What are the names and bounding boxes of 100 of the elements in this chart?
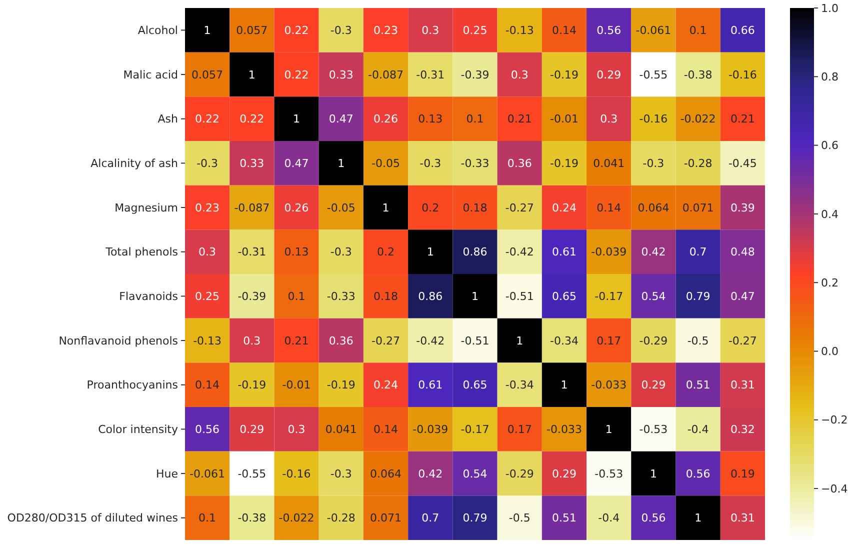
data-label: -0.17 bbox=[460, 423, 490, 436]
data-label: 1 bbox=[472, 290, 478, 304]
y-tick-label: Alcalinity of ash bbox=[90, 157, 178, 170]
data-label: 0.13 bbox=[418, 112, 443, 126]
data-label: -0.033 bbox=[546, 423, 582, 436]
data-label: -0.13 bbox=[193, 334, 222, 348]
data-label: 0.17 bbox=[507, 423, 532, 436]
data-label: -0.19 bbox=[550, 68, 578, 82]
y-tick-label: Malic acid bbox=[123, 68, 178, 82]
data-label: -0.087 bbox=[368, 68, 404, 82]
data-label: 0.24 bbox=[552, 201, 576, 214]
data-label: -0.05 bbox=[372, 157, 400, 170]
data-label: -0.3 bbox=[196, 157, 218, 170]
data-label: -0.39 bbox=[460, 68, 490, 82]
data-label: 0.86 bbox=[462, 246, 488, 259]
data-label: 0.25 bbox=[462, 24, 488, 38]
data-label: 0.17 bbox=[596, 334, 622, 348]
data-label: 0.13 bbox=[284, 246, 309, 259]
data-label: 0.22 bbox=[284, 68, 309, 82]
data-label: -0.061 bbox=[190, 467, 226, 480]
data-label: -0.51 bbox=[460, 334, 490, 348]
data-label: -0.16 bbox=[728, 68, 757, 82]
data-label: -0.022 bbox=[680, 112, 716, 126]
data-label: 0.47 bbox=[730, 290, 755, 304]
data-label: -0.17 bbox=[594, 290, 624, 304]
color-bar-label: 0.6 bbox=[821, 139, 838, 152]
data-label: 0.56 bbox=[596, 24, 622, 38]
data-label: -0.27 bbox=[505, 201, 534, 214]
y-tick-label: Ash bbox=[158, 112, 178, 126]
y-tick-label: Nonflavanoid phenols bbox=[58, 334, 178, 348]
data-label: 0.18 bbox=[374, 290, 398, 304]
data-label: -0.5 bbox=[508, 512, 530, 525]
data-label: 0.071 bbox=[682, 201, 714, 214]
data-label: -0.53 bbox=[639, 423, 668, 436]
data-label: 0.1 bbox=[288, 290, 306, 304]
data-label: 1 bbox=[516, 334, 524, 348]
data-label: 0.1 bbox=[198, 512, 216, 525]
data-label: -0.38 bbox=[238, 512, 266, 525]
data-label: -0.4 bbox=[687, 423, 709, 436]
data-label: -0.19 bbox=[238, 378, 266, 392]
data-label: 1 bbox=[338, 157, 345, 170]
data-label: 0.66 bbox=[730, 24, 755, 38]
data-label: 0.22 bbox=[240, 112, 264, 126]
data-label: -0.27 bbox=[372, 334, 400, 348]
data-label: 1 bbox=[694, 512, 702, 525]
data-label: -0.55 bbox=[639, 68, 668, 82]
data-label: 0.041 bbox=[593, 157, 625, 170]
data-label: 0.22 bbox=[284, 24, 309, 38]
data-label: 0.3 bbox=[510, 68, 528, 82]
data-label: 0.041 bbox=[325, 423, 357, 436]
data-label: 0.48 bbox=[730, 246, 755, 259]
data-label: -0.19 bbox=[550, 157, 578, 170]
data-label: 0.79 bbox=[686, 290, 710, 304]
data-label: -0.53 bbox=[594, 467, 624, 480]
data-label: 0.47 bbox=[284, 157, 309, 170]
data-label: -0.022 bbox=[278, 512, 314, 525]
data-label: 0.47 bbox=[328, 112, 354, 126]
data-label: 1 bbox=[293, 112, 300, 126]
y-tick-label: Total phenols bbox=[104, 246, 178, 259]
data-label: 0.057 bbox=[192, 68, 224, 82]
data-label: 0.23 bbox=[195, 201, 220, 214]
data-label: 0.29 bbox=[240, 423, 264, 436]
data-label: 0.31 bbox=[730, 512, 755, 525]
data-label: -0.28 bbox=[326, 512, 356, 525]
data-label: -0.01 bbox=[550, 112, 578, 126]
data-label: 0.36 bbox=[507, 157, 532, 170]
data-label: 0.36 bbox=[328, 334, 354, 348]
data-label: 0.79 bbox=[462, 512, 488, 525]
data-label: 1 bbox=[426, 246, 434, 259]
data-label: -0.3 bbox=[642, 157, 664, 170]
data-label: -0.39 bbox=[238, 290, 266, 304]
data-label: -0.3 bbox=[330, 24, 352, 38]
data-label: 0.3 bbox=[243, 334, 261, 348]
data-label: -0.033 bbox=[591, 378, 627, 392]
color-bar-label: −0.2 bbox=[821, 414, 848, 427]
data-label: -0.45 bbox=[728, 157, 757, 170]
color-bar-label: 1.0 bbox=[821, 2, 838, 15]
y-tick-label: Hue bbox=[156, 467, 178, 480]
data-label: 0.21 bbox=[284, 334, 309, 348]
data-label: 0.33 bbox=[328, 68, 354, 82]
data-label: 0.25 bbox=[195, 290, 220, 304]
data-label: 0.42 bbox=[641, 246, 666, 259]
data-label: 0.61 bbox=[418, 378, 443, 392]
data-label: 0.33 bbox=[240, 157, 264, 170]
data-label: 0.7 bbox=[422, 512, 440, 525]
data-label: -0.34 bbox=[550, 334, 578, 348]
data-label: 0.14 bbox=[596, 201, 622, 214]
data-label: -0.061 bbox=[636, 24, 672, 38]
data-label: 0.24 bbox=[374, 378, 398, 392]
data-label: 0.56 bbox=[641, 512, 666, 525]
y-tick-label: Magnesium bbox=[114, 201, 178, 214]
data-label: -0.039 bbox=[412, 423, 448, 436]
data-label: -0.05 bbox=[326, 201, 356, 214]
data-label: 0.31 bbox=[730, 378, 755, 392]
data-label: -0.38 bbox=[684, 68, 712, 82]
data-label: -0.42 bbox=[505, 246, 534, 259]
data-label: -0.16 bbox=[639, 112, 668, 126]
data-label: 0.2 bbox=[377, 246, 395, 259]
data-label: -0.31 bbox=[238, 246, 266, 259]
data-label: -0.01 bbox=[282, 378, 311, 392]
